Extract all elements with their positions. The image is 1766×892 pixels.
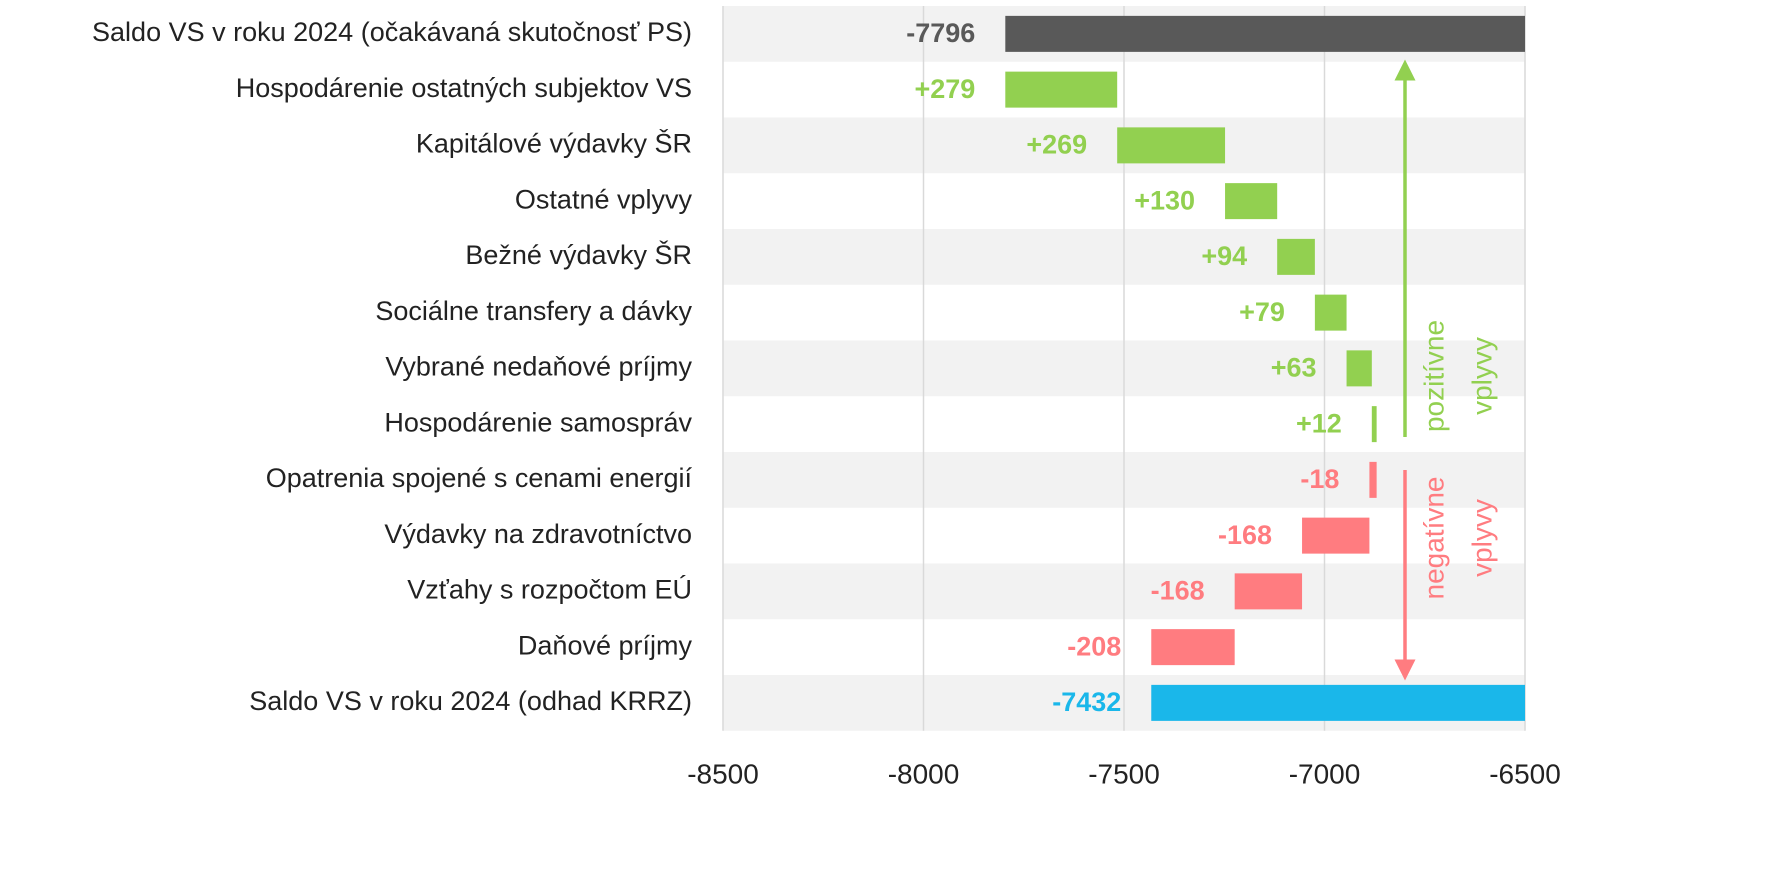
value-label: +269 [1026, 130, 1087, 160]
x-tick-label: -8000 [888, 758, 960, 789]
annotation-text: negatívne [1418, 477, 1449, 600]
category-label: Sociálne transfery a dávky [375, 296, 692, 326]
bar [1346, 350, 1372, 387]
value-label: +94 [1201, 241, 1247, 271]
annotation-text: pozitívne [1418, 320, 1449, 432]
x-tick-label: -6500 [1489, 758, 1561, 789]
bar [1314, 294, 1347, 331]
value-label: +79 [1239, 297, 1285, 327]
value-label: -18 [1300, 464, 1339, 494]
category-label: Opatrenia spojené s cenami energií [266, 463, 693, 493]
category-label: Ostatné vplyvy [515, 184, 693, 214]
bar [1371, 406, 1377, 443]
category-label: Saldo VS v roku 2024 (odhad KRRZ) [249, 686, 692, 716]
bar [1225, 183, 1278, 220]
category-label: Daňové príjmy [518, 630, 693, 660]
bar [1151, 629, 1235, 666]
bar [1302, 517, 1370, 554]
category-label: Bežné výdavky ŠR [465, 239, 692, 270]
bar [1117, 127, 1226, 164]
value-label: +63 [1271, 353, 1317, 383]
x-tick-label: -7000 [1289, 758, 1361, 789]
value-label: +130 [1134, 185, 1195, 215]
bar [1234, 573, 1303, 610]
value-label: -7432 [1052, 687, 1121, 717]
annotation-text: vplyvy [1466, 499, 1497, 577]
category-label: Výdavky na zdravotníctvo [384, 519, 692, 549]
category-label: Hospodárenie samospráv [384, 407, 692, 437]
bar [1369, 461, 1377, 498]
category-label: Hospodárenie ostatných subjektov VS [236, 73, 692, 103]
x-tick-label: -7500 [1088, 758, 1160, 789]
value-label: -168 [1151, 576, 1205, 606]
bar [1277, 238, 1315, 275]
value-label: -7796 [906, 18, 975, 48]
value-label: -208 [1067, 631, 1121, 661]
value-label: +279 [914, 74, 975, 104]
value-label: +12 [1296, 408, 1342, 438]
value-label: -168 [1218, 520, 1272, 550]
bar [1151, 684, 1525, 721]
annotation-text: vplyvy [1466, 337, 1497, 415]
category-label: Vybrané nedaňové príjmy [385, 352, 692, 382]
category-label: Vzťahy s rozpočtom EÚ [407, 574, 692, 605]
category-label: Saldo VS v roku 2024 (očakávaná skutočno… [92, 17, 692, 47]
bar [1005, 71, 1118, 108]
bar [1005, 15, 1525, 52]
x-tick-label: -8500 [687, 758, 759, 789]
category-label: Kapitálové výdavky ŠR [416, 128, 692, 159]
